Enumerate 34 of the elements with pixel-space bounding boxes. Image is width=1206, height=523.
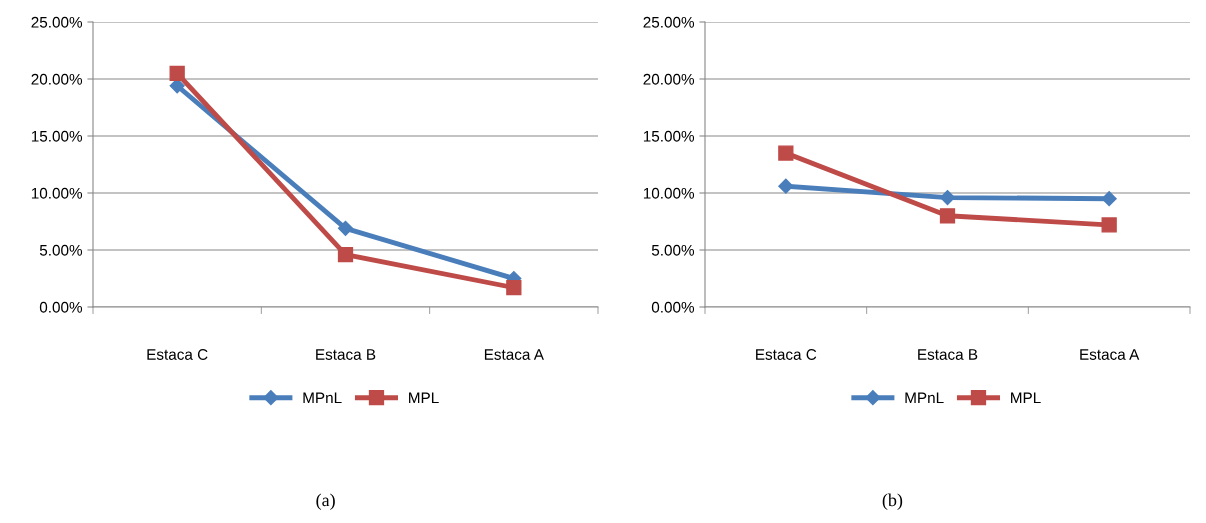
legend-label: MPL: [1011, 392, 1041, 404]
y-tick-label: 20.00%: [643, 73, 695, 85]
point: [778, 145, 794, 161]
point: [337, 220, 354, 236]
legend-label: MPnL: [905, 392, 944, 404]
text: (b): [882, 493, 903, 510]
y-tick-label: 10.00%: [643, 187, 695, 199]
y-tick-label: 0.00%: [39, 301, 83, 313]
x-tick-label: Estaca C: [756, 349, 817, 360]
y-tick-label: 25.00%: [31, 16, 83, 28]
y-tick-label: 5.00%: [39, 244, 83, 256]
x-tick-label: Estaca A: [484, 349, 544, 360]
y-tick-label: 15.00%: [31, 130, 83, 142]
text: (a): [316, 493, 335, 510]
point: [1101, 191, 1117, 207]
y-tick-label: 10.00%: [31, 187, 83, 199]
point: [939, 189, 956, 206]
y-tick-label: 5.00%: [651, 244, 695, 256]
y-tick-label: 15.00%: [643, 130, 695, 142]
x-tick-label: Estaca A: [1080, 349, 1140, 360]
point: [1101, 217, 1117, 233]
y-tick-label: 25.00%: [643, 16, 695, 28]
point: [778, 178, 794, 194]
legend-label: MPL: [409, 392, 439, 404]
point: [169, 65, 185, 81]
point: [337, 246, 354, 263]
point: [506, 279, 522, 296]
x-tick-label: Estaca C: [147, 349, 208, 360]
legend-label: MPnL: [303, 392, 342, 404]
y-tick-label: 20.00%: [31, 73, 83, 85]
y-tick-label: 0.00%: [651, 301, 695, 313]
x-tick-label: Estaca B: [316, 349, 376, 360]
x-tick-label: Estaca B: [918, 349, 978, 360]
point: [939, 208, 956, 224]
